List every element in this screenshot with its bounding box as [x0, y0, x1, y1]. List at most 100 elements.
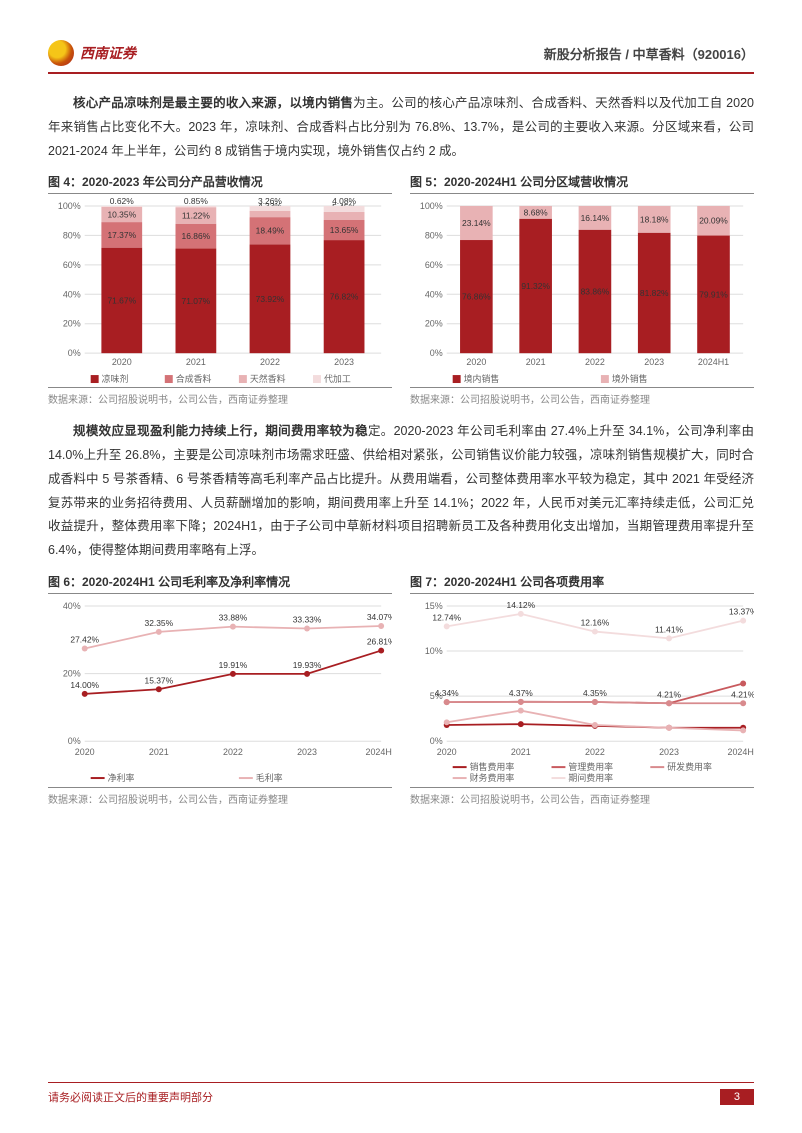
chart6-title: 图 6：2020-2024H1 公司毛利率及净利率情况: [48, 573, 392, 594]
svg-text:8.68%: 8.68%: [524, 208, 548, 218]
svg-text:76.86%: 76.86%: [462, 292, 491, 302]
svg-text:0%: 0%: [430, 736, 443, 746]
svg-text:12.16%: 12.16%: [581, 617, 610, 627]
svg-text:16.86%: 16.86%: [182, 231, 211, 241]
svg-text:60%: 60%: [425, 260, 443, 270]
svg-text:0.62%: 0.62%: [110, 198, 134, 206]
chart4-title: 图 4：2020-2023 年公司分产品营收情况: [48, 173, 392, 194]
chart4: 0% 20% 40% 60% 80% 100% 71.67% 17.37% 10.35% 0.62…: [48, 198, 392, 388]
chart5-source: 数据来源：公司招股说明书，公司公告，西南证券整理: [410, 391, 754, 406]
svg-text:2020: 2020: [466, 357, 486, 367]
svg-text:23.14%: 23.14%: [462, 218, 491, 228]
svg-text:境外销售: 境外销售: [612, 373, 648, 384]
chart6-source: 数据来源：公司招股说明书，公司公告，西南证券整理: [48, 791, 392, 806]
svg-text:2020: 2020: [75, 747, 95, 757]
svg-text:83.86%: 83.86%: [581, 287, 610, 297]
svg-text:4.37%: 4.37%: [509, 688, 533, 698]
svg-text:代加工: 代加工: [324, 374, 351, 384]
svg-text:2020: 2020: [437, 747, 457, 757]
svg-text:期间费用率: 期间费用率: [568, 772, 613, 783]
svg-text:4.21%: 4.21%: [657, 689, 681, 699]
paragraph-1: 核心产品凉味剂是最主要的收入来源，以境内销售为主。公司的核心产品凉味剂、合成香料…: [48, 92, 754, 163]
svg-text:32.35%: 32.35%: [145, 618, 174, 628]
svg-text:71.67%: 71.67%: [107, 296, 136, 306]
page-header: 西南证券 新股分析报告 / 中草香料（920016）: [48, 40, 754, 74]
svg-text:80%: 80%: [63, 231, 81, 241]
svg-text:19.93%: 19.93%: [293, 660, 322, 670]
header-title: 新股分析报告 / 中草香料（920016）: [544, 44, 754, 63]
svg-text:73.92%: 73.92%: [256, 294, 285, 304]
svg-text:净利率: 净利率: [108, 772, 135, 783]
svg-text:34.07%: 34.07%: [367, 612, 392, 622]
svg-text:0%: 0%: [68, 736, 81, 746]
svg-text:2022: 2022: [223, 747, 243, 757]
svg-text:40%: 40%: [63, 290, 81, 300]
charts-row-2: 图 6：2020-2024H1 公司毛利率及净利率情况 0%20%40%2020…: [48, 573, 754, 806]
svg-text:15.37%: 15.37%: [145, 675, 174, 685]
svg-text:2022: 2022: [260, 357, 280, 367]
svg-text:2024H1: 2024H1: [365, 747, 392, 757]
svg-text:100%: 100%: [58, 201, 81, 211]
svg-text:18.18%: 18.18%: [640, 215, 669, 225]
footer-disclaimer: 请务必阅读正文后的重要声明部分: [48, 1089, 213, 1105]
svg-text:0.85%: 0.85%: [184, 198, 208, 206]
svg-text:天然香料: 天然香料: [250, 373, 286, 384]
svg-text:12.74%: 12.74%: [432, 612, 461, 622]
svg-text:2023: 2023: [297, 747, 317, 757]
chart7: 0%5%10%15%20202021202220232024H14.34%4.3…: [410, 598, 754, 788]
svg-text:18.49%: 18.49%: [256, 226, 285, 236]
charts-row-1: 图 4：2020-2023 年公司分产品营收情况 0% 20% 40% 60% 80% 1…: [48, 173, 754, 406]
svg-text:0%: 0%: [430, 348, 443, 358]
svg-text:2021: 2021: [149, 747, 169, 757]
svg-text:81.82%: 81.82%: [640, 288, 669, 298]
svg-text:10.35%: 10.35%: [107, 210, 136, 220]
svg-text:16.14%: 16.14%: [581, 213, 610, 223]
svg-text:79.91%: 79.91%: [699, 290, 728, 300]
logo: 西南证券: [48, 40, 136, 66]
chart7-title: 图 7：2020-2024H1 公司各项费用率: [410, 573, 754, 594]
svg-text:4.34%: 4.34%: [435, 688, 459, 698]
svg-text:33.33%: 33.33%: [293, 614, 322, 624]
paragraph-2: 规模效应显现盈利能力持续上行，期间费用率较为稳定。2020-2023 年公司毛利…: [48, 420, 754, 563]
page-number: 3: [720, 1089, 754, 1105]
svg-text:4.08%: 4.08%: [332, 198, 356, 206]
svg-text:14.12%: 14.12%: [507, 600, 536, 610]
svg-text:0%: 0%: [68, 348, 81, 358]
svg-text:境内销售: 境内销售: [464, 373, 500, 384]
svg-text:2021: 2021: [186, 357, 206, 367]
svg-text:80%: 80%: [425, 231, 443, 241]
svg-text:40%: 40%: [425, 290, 443, 300]
chart6: 0%20%40%20202021202220232024H114.00%15.3…: [48, 598, 392, 788]
chart4-source: 数据来源：公司招股说明书，公司公告，西南证券整理: [48, 391, 392, 406]
svg-text:13.65%: 13.65%: [330, 225, 359, 235]
svg-text:17.37%: 17.37%: [107, 230, 136, 240]
svg-text:2022: 2022: [585, 747, 605, 757]
svg-text:10%: 10%: [425, 646, 443, 656]
svg-text:财务费用率: 财务费用率: [470, 772, 515, 783]
svg-text:20%: 20%: [63, 319, 81, 329]
svg-text:2023: 2023: [644, 357, 664, 367]
chart5-title: 图 5：2020-2024H1 公司分区域营收情况: [410, 173, 754, 194]
svg-text:2020: 2020: [112, 357, 132, 367]
chart7-source: 数据来源：公司招股说明书，公司公告，西南证券整理: [410, 791, 754, 806]
svg-text:11.22%: 11.22%: [182, 211, 210, 221]
svg-text:4.21%: 4.21%: [731, 689, 754, 699]
logo-icon: [48, 40, 74, 66]
svg-text:2024H1: 2024H1: [727, 747, 754, 757]
svg-text:2023: 2023: [659, 747, 679, 757]
svg-text:销售费用率: 销售费用率: [470, 761, 515, 772]
svg-text:2021: 2021: [511, 747, 531, 757]
svg-text:3.26%: 3.26%: [258, 198, 282, 206]
svg-text:2021: 2021: [526, 357, 546, 367]
chart5: 0%20%40%60%80%100%76.86%23.14%202091.32%…: [410, 198, 754, 388]
svg-text:15%: 15%: [425, 601, 443, 611]
svg-text:合成香料: 合成香料: [176, 373, 212, 384]
svg-text:2023: 2023: [334, 357, 354, 367]
svg-text:凉味剂: 凉味剂: [102, 373, 129, 384]
svg-text:60%: 60%: [63, 260, 81, 270]
svg-text:33.88%: 33.88%: [219, 612, 248, 622]
svg-text:14.00%: 14.00%: [70, 680, 99, 690]
logo-text: 西南证券: [80, 43, 136, 63]
svg-text:40%: 40%: [63, 601, 81, 611]
svg-text:11.41%: 11.41%: [655, 624, 683, 634]
